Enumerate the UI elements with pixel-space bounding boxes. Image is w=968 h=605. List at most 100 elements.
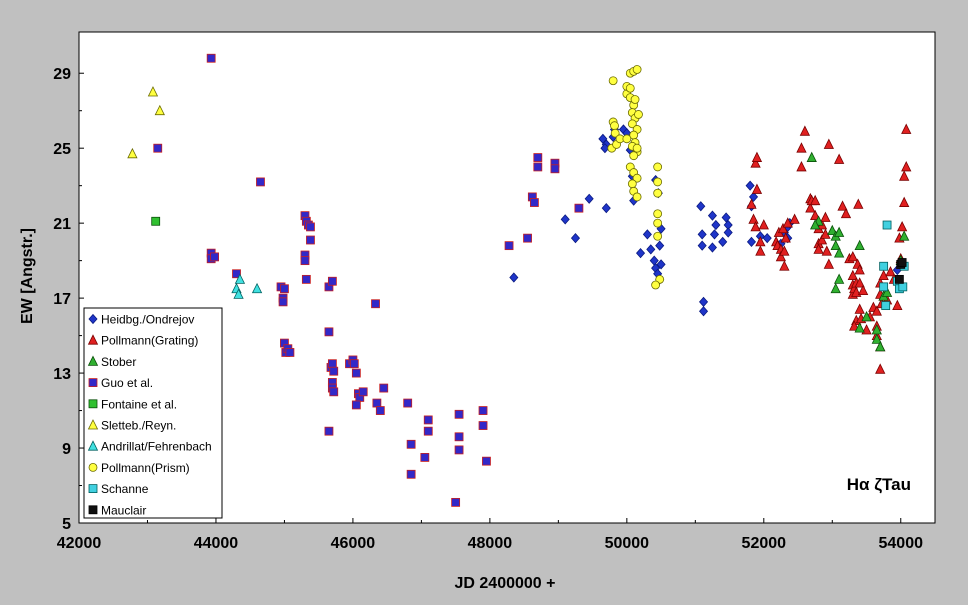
legend-entry: Stober xyxy=(101,355,136,369)
data-point-pollmann-grating xyxy=(796,161,807,172)
data-point-pollmann-prism xyxy=(610,128,620,138)
data-point-guo-et-al xyxy=(454,409,464,419)
data-point-pollmann-grating xyxy=(775,250,787,262)
data-point-pollmann-prism xyxy=(653,177,663,187)
data-point-guo-et-al xyxy=(504,241,514,251)
data-point-guo-et-al xyxy=(349,359,359,369)
data-point-pollmann-grating xyxy=(820,228,831,239)
data-point-pollmann-prism xyxy=(653,209,663,219)
data-point-schanne xyxy=(881,301,891,311)
data-point-heidbg-ondrejov xyxy=(509,272,519,283)
data-point-guo-et-al xyxy=(256,177,265,187)
data-point-pollmann-prism xyxy=(634,110,643,119)
data-point-guo-et-al xyxy=(550,164,560,174)
data-point-pollmann-prism xyxy=(622,134,632,144)
y-axis: 5 9 13 17 21 25 29 xyxy=(53,66,84,533)
data-point-andrillat-fehrenbach xyxy=(251,282,263,294)
data-point-pollmann-grating xyxy=(901,123,912,134)
data-point-pollmann-grating xyxy=(901,161,912,172)
data-point-pollmann-grating xyxy=(854,264,865,275)
data-point-pollmann-grating xyxy=(748,213,759,224)
data-point-pollmann-prism xyxy=(653,188,663,198)
data-point-stober xyxy=(875,340,886,352)
data-point-guo-et-al xyxy=(358,387,368,397)
data-point-mauclair xyxy=(897,258,907,267)
data-point-pollmann-prism xyxy=(627,179,637,189)
data-point-stober xyxy=(854,239,865,251)
data-point-pollmann-grating xyxy=(837,200,848,211)
data-point-mauclair xyxy=(894,274,904,284)
legend-marker xyxy=(88,399,98,409)
data-point-guo-et-al xyxy=(324,327,334,337)
y-axis-label: EW [Angstr.] xyxy=(19,228,36,324)
data-point-pollmann-prism xyxy=(627,119,637,129)
series-fontaine-et-al xyxy=(151,216,161,226)
data-point-guo-et-al xyxy=(301,274,311,284)
data-point-guo-et-al xyxy=(423,415,433,425)
data-point-pollmann-grating xyxy=(878,269,889,281)
data-point-pollmann-grating xyxy=(799,125,811,136)
data-point-schanne xyxy=(879,261,889,271)
data-point-pollmann-grating xyxy=(782,217,793,228)
legend-entry: Fontaine et al. xyxy=(101,397,177,411)
data-point-pollmann-prism xyxy=(625,83,635,93)
data-point-heidbg-ondrejov xyxy=(711,219,721,231)
data-point-heidbg-ondrejov xyxy=(697,229,707,240)
legend: Heidbg./Ondrejov Pollmann(Grating) Stober G… xyxy=(83,307,223,519)
data-point-heidbg-ondrejov xyxy=(570,233,581,244)
data-point-stober xyxy=(833,226,845,237)
y-tick-label: 29 xyxy=(53,66,71,83)
data-point-guo-et-al xyxy=(210,252,219,262)
data-point-pollmann-grating xyxy=(899,170,910,181)
x-tick-label: 54000 xyxy=(879,535,924,552)
legend-marker xyxy=(87,355,99,366)
data-point-guo-et-al xyxy=(278,297,288,307)
data-point-pollmann-grating xyxy=(847,250,858,262)
data-point-pollmann-grating xyxy=(813,243,824,254)
data-point-pollmann-grating xyxy=(833,153,845,164)
data-point-guo-et-al xyxy=(406,439,416,449)
data-point-heidbg-ondrejov xyxy=(723,227,733,238)
legend-entry: Pollmann(Prism) xyxy=(101,461,190,475)
data-point-guo-et-al xyxy=(324,426,334,436)
data-point-stober xyxy=(830,282,841,294)
data-point-pollmann-prism xyxy=(653,162,663,172)
data-point-stober xyxy=(881,286,893,297)
data-point-schanne xyxy=(882,220,892,230)
data-point-guo-et-al xyxy=(206,53,216,63)
data-point-pollmann-grating xyxy=(816,234,828,245)
data-point-stober xyxy=(871,333,882,344)
data-point-pollmann-grating xyxy=(810,194,821,206)
data-point-pollmann-prism xyxy=(610,121,619,131)
data-point-stober xyxy=(833,273,845,284)
data-point-pollmann-grating xyxy=(849,320,860,331)
data-point-pollmann-grating xyxy=(885,265,896,277)
x-tick-label: 52000 xyxy=(742,535,787,552)
y-tick-label: 13 xyxy=(53,366,71,383)
legend-marker xyxy=(88,378,98,388)
data-point-pollmann-prism xyxy=(632,143,642,153)
data-point-pollmann-grating xyxy=(796,142,807,153)
data-point-guo-et-al xyxy=(423,426,433,436)
data-point-stober xyxy=(861,310,872,322)
data-point-heidbg-ondrejov xyxy=(746,236,757,247)
data-point-heidbg-ondrejov xyxy=(699,306,709,317)
data-point-guo-et-al xyxy=(406,469,416,479)
x-axis-label: JD 2400000 + xyxy=(455,575,556,592)
data-point-pollmann-grating xyxy=(777,222,789,234)
series-guo-et-al xyxy=(153,53,584,507)
legend-marker xyxy=(88,484,98,494)
series-sletteb-reyn xyxy=(127,86,165,159)
data-point-guo-et-al xyxy=(327,276,337,286)
data-point-guo-et-al xyxy=(454,445,464,455)
data-point-pollmann-prism xyxy=(608,76,618,86)
data-point-heidbg-ondrejov xyxy=(721,212,731,223)
data-point-heidbg-ondrejov xyxy=(600,143,610,154)
data-point-guo-et-al xyxy=(329,387,339,397)
y-tick-label: 17 xyxy=(53,291,71,308)
legend-entry: Sletteb./Reyn. xyxy=(101,419,176,433)
data-point-guo-et-al xyxy=(451,497,461,507)
data-point-guo-et-al xyxy=(523,233,532,243)
data-point-pollmann-grating xyxy=(875,363,886,374)
